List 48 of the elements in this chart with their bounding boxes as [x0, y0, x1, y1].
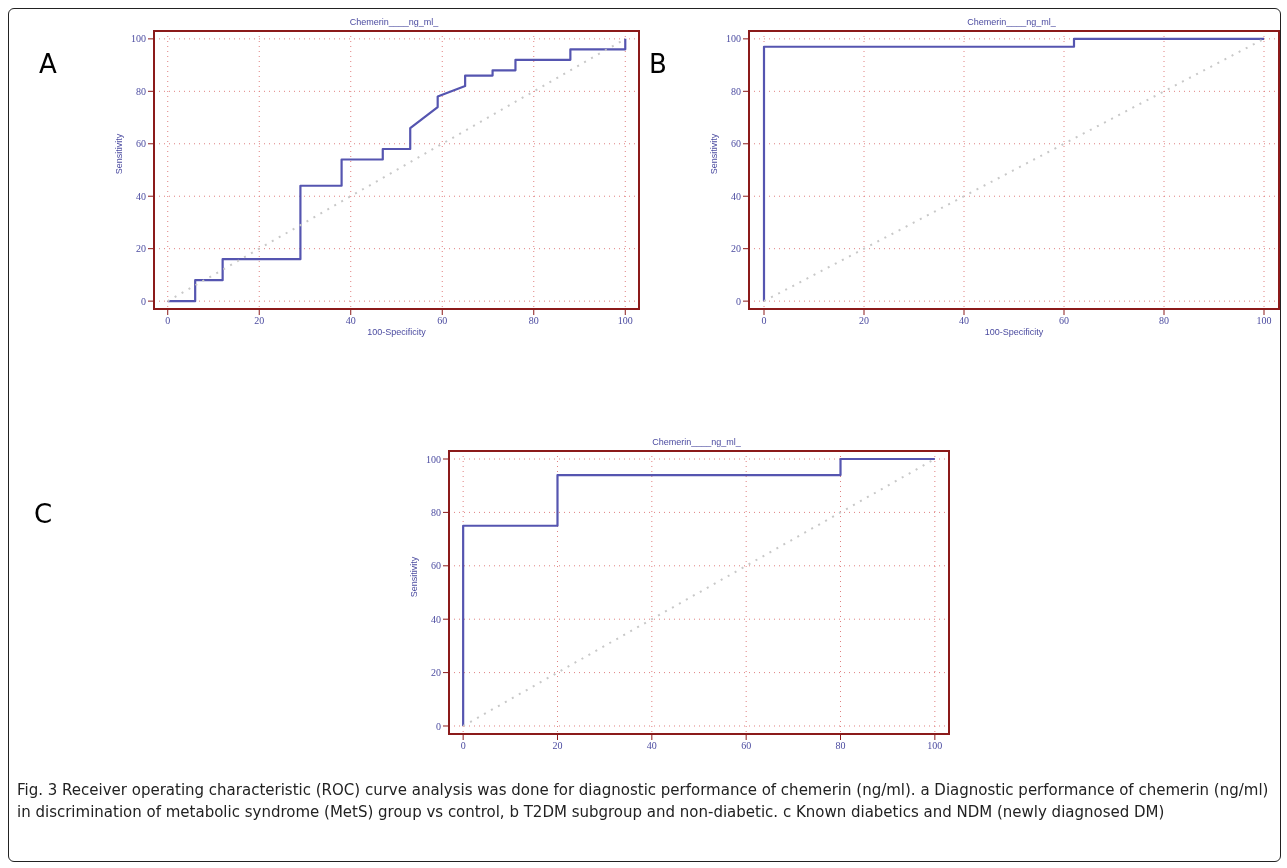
x-tick-label: 40	[646, 740, 657, 752]
x-tick-label: 60	[741, 740, 752, 752]
y-tick-label: 60	[731, 138, 741, 150]
y-tick-label: 0	[436, 720, 441, 732]
y-tick-label: 80	[731, 85, 741, 97]
x-tick-label: 80	[1159, 315, 1169, 327]
x-tick-label: 80	[835, 740, 846, 752]
x-tick-label: 20	[859, 315, 869, 327]
y-axis-title: Sensitivity	[709, 132, 719, 177]
text: B	[649, 49, 667, 79]
y-tick-label: 20	[731, 243, 741, 255]
x-tick-label: 0	[460, 740, 466, 752]
y-tick-label: 0	[736, 295, 741, 307]
y-tick-label: 100	[726, 33, 741, 45]
y-tick-label: 40	[731, 190, 741, 202]
y-tick-label: 100	[426, 453, 441, 465]
y-tick-label: 20	[136, 243, 146, 255]
text: A	[39, 49, 57, 79]
x-tick-label: 100	[1256, 315, 1272, 327]
y-tick-label: 0	[141, 295, 146, 307]
x-tick-label: 40	[345, 315, 356, 327]
text: C	[34, 499, 53, 529]
x-tick-label: 0	[761, 315, 767, 327]
x-axis-title: 100-Specificity	[983, 327, 1045, 337]
x-tick-label: 20	[254, 315, 265, 327]
x-axis-title: 100-Specificity	[366, 327, 427, 337]
chart-title: Chemerin____ng_ml_	[651, 437, 742, 447]
x-tick-label: 80	[528, 315, 539, 327]
y-axis-title: Sensitivity	[114, 132, 124, 177]
x-tick-label: 0	[165, 315, 171, 327]
y-tick-label: 80	[431, 506, 441, 518]
x-tick-label: 40	[959, 315, 969, 327]
y-tick-label: 40	[431, 613, 441, 625]
y-tick-label: 20	[431, 667, 441, 679]
y-tick-label: 40	[136, 190, 146, 202]
y-axis-title: Sensitivity	[409, 555, 419, 599]
caption: Fig. 3 Receiver operating characteristic (ROC) curve analysis was done for diagnostic performance of chemerin (ng/ml). a Diagnostic performance of chemerin (ng/ml) in discrimination of metabolic syndrome (MetS) group vs control, b T2DM subgroup and non-diabetic. c Known diabetics and NDM (newly diagnosed DM)	[17, 780, 1270, 823]
y-tick-label: 60	[431, 560, 441, 572]
chart-title: Chemerin____ng_ml_	[966, 17, 1057, 27]
x-tick-label: 20	[552, 740, 563, 752]
x-tick-label: 100	[617, 315, 633, 327]
x-tick-label: 60	[1059, 315, 1069, 327]
chart-title: Chemerin____ng_ml_	[348, 17, 440, 27]
y-tick-label: 80	[136, 85, 146, 97]
y-tick-label: 100	[131, 33, 146, 45]
line-series	[166, 37, 627, 303]
x-tick-label: 100	[927, 740, 943, 752]
y-tick-label: 60	[136, 138, 146, 150]
